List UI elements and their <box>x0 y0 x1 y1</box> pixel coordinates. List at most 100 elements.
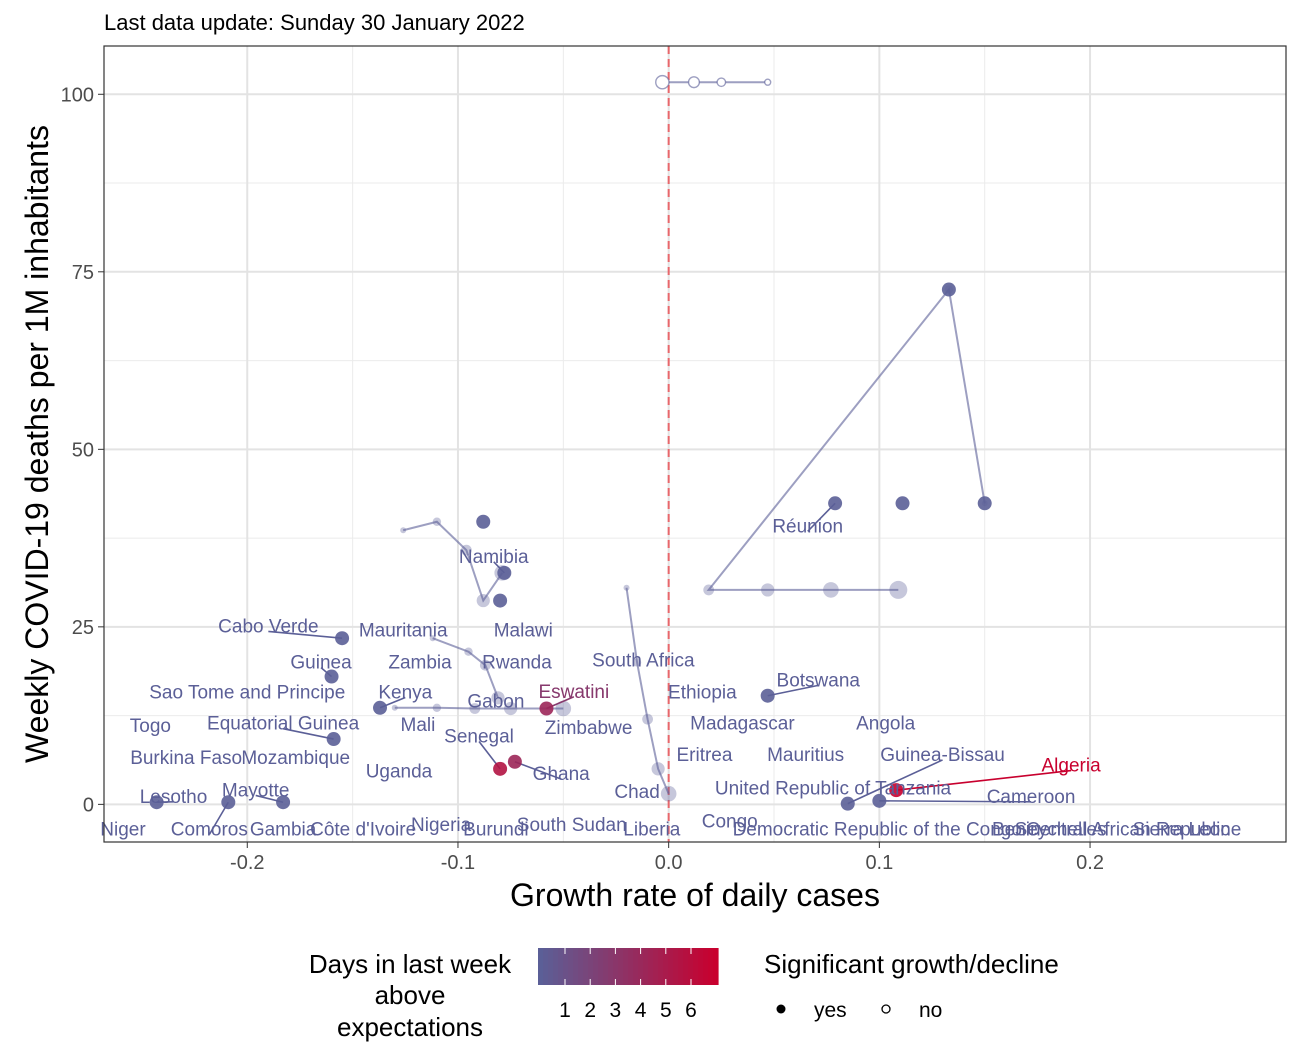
country-label: Sierra Leone <box>1133 820 1242 841</box>
country-label: Liberia <box>623 820 680 841</box>
trail-point <box>400 527 407 534</box>
country-label: Cabo Verde <box>218 616 318 637</box>
country-label: Côte d'Ivoire <box>310 820 416 841</box>
y-axis-title: Weekly COVID-19 deaths per 1M inhabitant… <box>19 125 55 763</box>
x-tick-label: 0.2 <box>1076 852 1104 874</box>
country-label: Eritrea <box>676 745 732 766</box>
label-connector-line <box>514 761 562 780</box>
color-bar-segment <box>678 948 684 985</box>
country-label: Mauritius <box>767 745 844 766</box>
color-bar-segment <box>653 948 659 985</box>
color-bar-segment <box>608 948 614 985</box>
y-tick-label: 50 <box>72 439 94 461</box>
country-label: Zambia <box>388 653 452 674</box>
color-legend-title-line2: above <box>375 980 446 1010</box>
country-label: Guinea-Bissau <box>880 745 1005 766</box>
plot-panel: Réunion Namibia Cabo Verde Mauritania Malawi… <box>100 45 1287 843</box>
color-bar-segment <box>713 948 719 985</box>
color-bar-segment <box>708 948 714 985</box>
color-bar-segment <box>658 948 664 985</box>
legend-hollow-dot-icon <box>881 1004 891 1014</box>
country-label: Ethiopia <box>668 682 737 703</box>
country-label: Benin <box>992 820 1041 841</box>
country-point <box>497 565 512 580</box>
color-bar-segment <box>683 948 689 985</box>
country-label: Rwanda <box>482 653 552 674</box>
country-label: Nigeria <box>411 815 472 836</box>
country-label: Gabon <box>467 692 524 713</box>
country-point <box>840 796 855 811</box>
country-point <box>507 754 522 769</box>
country-label: Gambia <box>250 820 317 841</box>
country-label: Ghana <box>533 764 590 785</box>
label-connector-line <box>896 769 1072 791</box>
country-point <box>149 795 164 810</box>
y-axis-ticks: 0 25 50 75 100 <box>61 84 104 816</box>
color-bar-segment <box>538 948 544 985</box>
trail-point <box>464 647 473 656</box>
trail-point <box>432 703 442 712</box>
country-point <box>326 732 341 747</box>
country-point <box>493 593 508 608</box>
color-bar-segment <box>568 948 574 985</box>
shape-legend-title: Significant growth/decline <box>764 949 1059 979</box>
color-bar-segment <box>543 948 549 985</box>
color-bar-segment <box>648 948 654 985</box>
country-label: Mayotte <box>222 780 290 801</box>
trail-line <box>402 520 504 603</box>
x-tick-label: -0.1 <box>441 852 475 874</box>
country-label: Botswana <box>777 670 861 691</box>
country-label: Algeria <box>1042 756 1102 777</box>
country-point <box>276 795 291 810</box>
trail-point <box>429 635 436 642</box>
country-point <box>373 700 388 715</box>
color-bar-segment <box>698 948 704 985</box>
plot-border <box>103 45 1287 843</box>
trail-point <box>476 593 490 608</box>
label-connector-line <box>879 800 1032 803</box>
label-connector-line <box>268 630 343 640</box>
x-tick-label: 0.1 <box>865 852 893 874</box>
y-tick-label: 25 <box>72 617 94 639</box>
trail-point <box>642 713 653 725</box>
color-bar-segment <box>663 948 669 985</box>
history-points <box>391 74 988 802</box>
country-label: Burkina Faso <box>130 748 242 769</box>
label-connector-line <box>767 684 819 697</box>
country-trails <box>394 81 986 795</box>
color-bar-segment <box>548 948 554 985</box>
country-label: Angola <box>856 714 916 735</box>
color-legend-title-line3: expectations <box>337 1012 483 1042</box>
color-bar-segment <box>593 948 599 985</box>
color-bar-segment <box>613 948 619 985</box>
trail-point <box>761 583 775 597</box>
trail-point <box>655 74 670 90</box>
country-point <box>539 701 554 716</box>
color-bar-segment <box>558 948 564 985</box>
trail-line <box>394 706 564 710</box>
y-tick-label: 100 <box>61 84 94 106</box>
color-bar-segment <box>553 948 559 985</box>
minor-gridlines <box>104 46 1286 842</box>
trail-point <box>623 584 630 591</box>
country-label: Senegal <box>444 726 514 747</box>
color-bar-segment <box>703 948 709 985</box>
country-point <box>335 631 350 646</box>
country-label: Seychelles <box>1015 820 1107 841</box>
country-point <box>760 688 775 703</box>
country-label: Congo <box>702 812 758 833</box>
trail-point <box>460 544 472 556</box>
legend-yes-label: yes <box>814 999 847 1022</box>
color-bar-tick-label: 5 <box>660 999 672 1022</box>
color-bar-segment <box>598 948 604 985</box>
color-bar-segment <box>603 948 609 985</box>
color-bar-tick-label: 1 <box>559 999 571 1022</box>
color-bar-tick-label: 3 <box>610 999 622 1022</box>
y-tick-label: 0 <box>83 794 94 816</box>
trail-line <box>625 587 670 795</box>
color-bar-segment <box>588 948 594 985</box>
country-label: Niger <box>100 820 146 841</box>
country-label: Sao Tome and Principe <box>149 682 345 703</box>
country-label: Lesotho <box>140 787 208 808</box>
